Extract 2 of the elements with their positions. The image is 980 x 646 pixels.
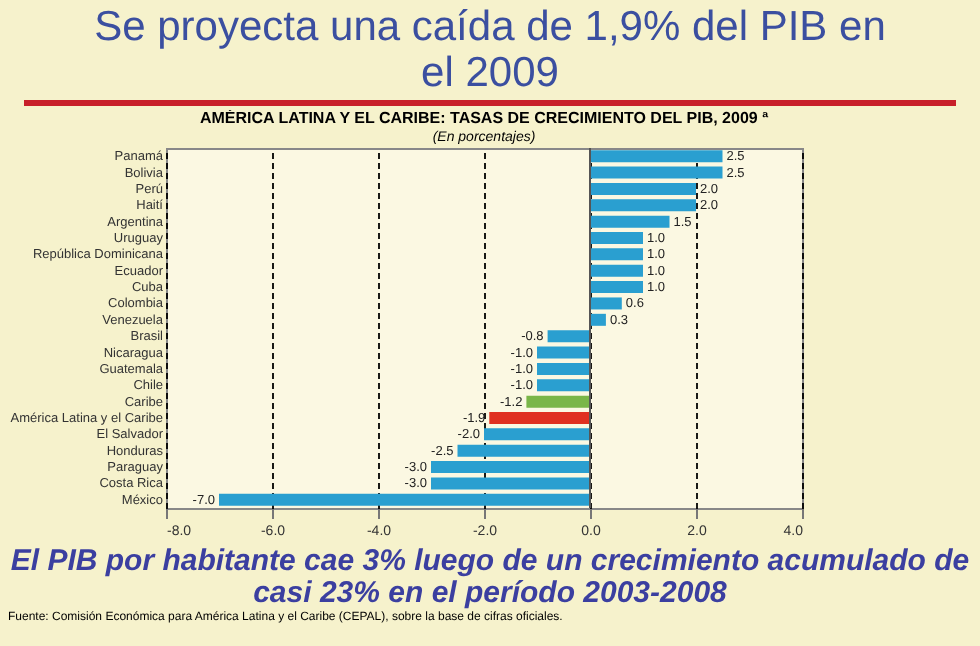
chart-title: Se proyecta una caída de 1,9% del PIB en el 2009 [92, 2, 888, 100]
text: El PIB por habitante cae 3% luego de un crecimiento acumulado de casi 23% en el período 2003-2008 [8, 544, 972, 610]
